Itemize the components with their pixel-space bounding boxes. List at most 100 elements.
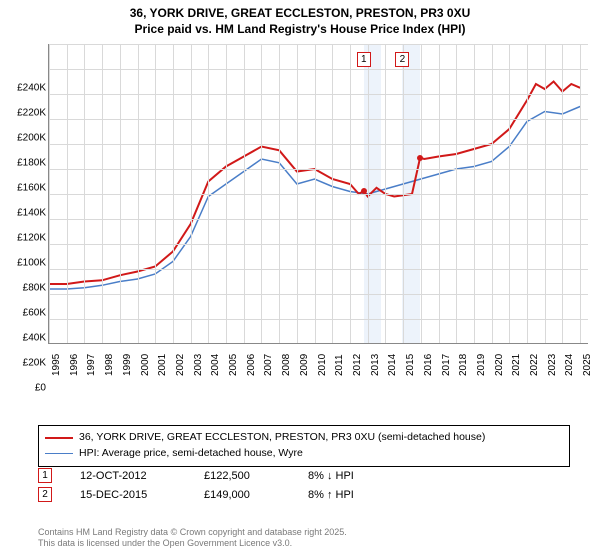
gridline-v <box>49 44 50 343</box>
gridline-v <box>439 44 440 343</box>
sale-row-marker: 1 <box>38 468 52 483</box>
gridline-v <box>208 44 209 343</box>
gridline-h <box>49 319 588 320</box>
footer-attribution: Contains HM Land Registry data © Crown c… <box>38 527 347 550</box>
gridline-h <box>49 294 588 295</box>
y-axis-label: £160K <box>2 183 46 194</box>
legend-label: HPI: Average price, semi-detached house,… <box>79 446 303 462</box>
sale-row: 2 15-DEC-2015 £149,000 8% ↑ HPI <box>38 487 354 502</box>
x-axis-label: 2023 <box>547 354 558 376</box>
x-axis-label: 2007 <box>263 354 274 376</box>
y-axis-label: £100K <box>2 258 46 269</box>
legend-swatch <box>45 437 73 439</box>
gridline-h <box>49 69 588 70</box>
y-axis-label: £0 <box>2 383 46 394</box>
legend-swatch <box>45 453 73 455</box>
x-axis-label: 2015 <box>405 354 416 376</box>
gridline-v <box>120 44 121 343</box>
x-axis-label: 2022 <box>529 354 540 376</box>
gridline-h <box>49 144 588 145</box>
sale-row-marker: 2 <box>38 487 52 502</box>
sale-marker-1: 1 <box>357 52 371 67</box>
sale-date: 15-DEC-2015 <box>80 489 180 501</box>
y-axis-label: £180K <box>2 158 46 169</box>
sale-price: £122,500 <box>204 470 284 482</box>
x-axis-label: 2001 <box>157 354 168 376</box>
y-axis-label: £80K <box>2 283 46 294</box>
x-axis-label: 2005 <box>228 354 239 376</box>
x-axis-label: 2008 <box>281 354 292 376</box>
gridline-v <box>580 44 581 343</box>
sale-delta: 8% ↓ HPI <box>308 470 354 482</box>
legend-row: HPI: Average price, semi-detached house,… <box>45 446 563 462</box>
gridline-h <box>49 94 588 95</box>
gridline-h <box>49 194 588 195</box>
x-axis-label: 2020 <box>494 354 505 376</box>
sale-table: 112-OCT-2012£122,5008% ↓ HPI215-DEC-2015… <box>38 468 354 506</box>
sale-marker-2: 2 <box>395 52 409 67</box>
gridline-v <box>368 44 369 343</box>
gridline-v <box>279 44 280 343</box>
sale-price: £149,000 <box>204 489 284 501</box>
gridline-h <box>49 244 588 245</box>
x-axis-label: 2019 <box>476 354 487 376</box>
gridline-v <box>84 44 85 343</box>
x-axis-label: 1999 <box>122 354 133 376</box>
x-axis-label: 2021 <box>511 354 522 376</box>
gridline-v <box>509 44 510 343</box>
chart-title: 36, YORK DRIVE, GREAT ECCLESTON, PRESTON… <box>0 0 600 37</box>
x-axis-label: 2011 <box>334 354 345 376</box>
gridline-v <box>545 44 546 343</box>
x-axis-label: 1998 <box>104 354 115 376</box>
sale-dot <box>417 155 423 161</box>
gridline-v <box>385 44 386 343</box>
chart-container: 12 £0£20K£40K£60K£80K£100K£120K£140K£160… <box>0 44 600 384</box>
gridline-v <box>315 44 316 343</box>
gridline-v <box>226 44 227 343</box>
y-axis-label: £60K <box>2 308 46 319</box>
footer-line2: This data is licensed under the Open Gov… <box>38 538 347 550</box>
x-axis-label: 2025 <box>582 354 593 376</box>
legend: 36, YORK DRIVE, GREAT ECCLESTON, PRESTON… <box>38 425 570 467</box>
x-axis-label: 2002 <box>175 354 186 376</box>
plot-area: 12 <box>48 44 588 344</box>
x-axis-label: 2016 <box>423 354 434 376</box>
gridline-v <box>527 44 528 343</box>
x-axis-label: 2012 <box>352 354 363 376</box>
gridline-v <box>456 44 457 343</box>
title-line2: Price paid vs. HM Land Registry's House … <box>0 22 600 38</box>
x-axis-label: 2010 <box>317 354 328 376</box>
x-axis-label: 2017 <box>441 354 452 376</box>
gridline-v <box>332 44 333 343</box>
y-axis-label: £40K <box>2 333 46 344</box>
gridline-v <box>191 44 192 343</box>
y-axis-label: £20K <box>2 358 46 369</box>
x-axis-label: 1995 <box>51 354 62 376</box>
y-axis-label: £140K <box>2 208 46 219</box>
gridline-v <box>492 44 493 343</box>
x-axis-label: 2006 <box>246 354 257 376</box>
sale-delta: 8% ↑ HPI <box>308 489 354 501</box>
x-axis-label: 2003 <box>193 354 204 376</box>
gridline-h <box>49 44 588 45</box>
x-axis-label: 2013 <box>370 354 381 376</box>
gridline-v <box>421 44 422 343</box>
title-line1: 36, YORK DRIVE, GREAT ECCLESTON, PRESTON… <box>0 6 600 22</box>
gridline-v <box>562 44 563 343</box>
gridline-v <box>350 44 351 343</box>
footer-line1: Contains HM Land Registry data © Crown c… <box>38 527 347 539</box>
gridline-v <box>102 44 103 343</box>
gridline-v <box>297 44 298 343</box>
y-axis-label: £240K <box>2 83 46 94</box>
x-axis-label: 2004 <box>210 354 221 376</box>
gridline-v <box>138 44 139 343</box>
y-axis-label: £200K <box>2 133 46 144</box>
gridline-v <box>261 44 262 343</box>
x-axis-label: 2000 <box>140 354 151 376</box>
gridline-h <box>49 119 588 120</box>
gridline-v <box>67 44 68 343</box>
gridline-v <box>244 44 245 343</box>
x-axis-label: 2014 <box>387 354 398 376</box>
x-axis-label: 2024 <box>564 354 575 376</box>
gridline-h <box>49 169 588 170</box>
